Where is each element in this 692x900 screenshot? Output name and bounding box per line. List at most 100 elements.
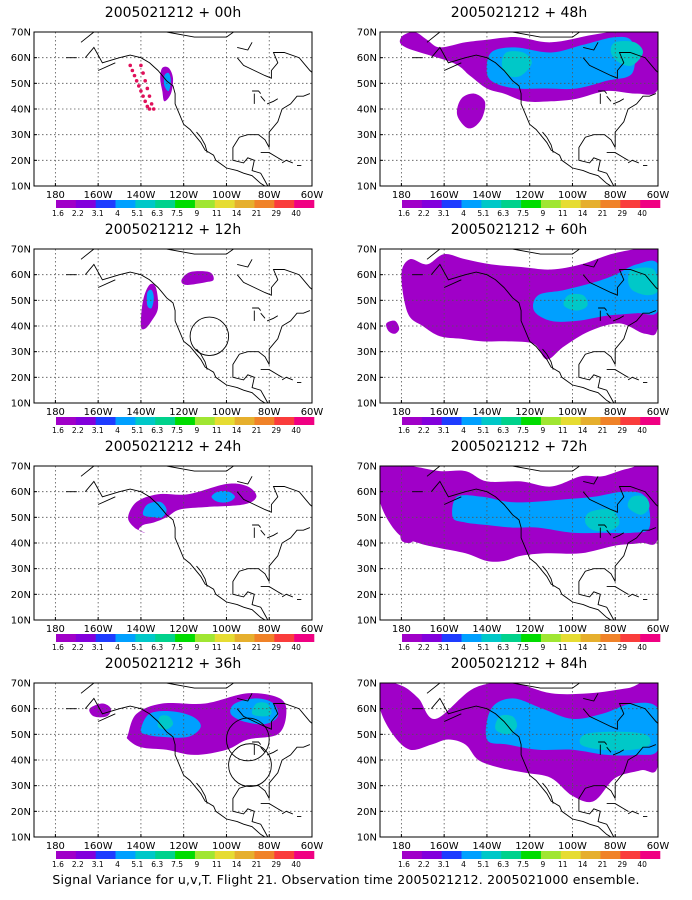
variance-region [142, 501, 167, 519]
coastline [232, 527, 311, 620]
x-tick-label: 60W [647, 190, 670, 201]
coastline [232, 310, 311, 403]
colorbar-swatch [135, 851, 156, 859]
x-tick-label: 160W [84, 190, 113, 201]
coastline [612, 98, 625, 105]
coastline [260, 529, 266, 536]
colorbar-label: 5.1 [131, 643, 143, 652]
y-tick-label: 60N [11, 487, 31, 498]
colorbar-label: 14 [578, 426, 588, 435]
y-tick-label: 40N [11, 322, 31, 333]
colorbar-swatch [254, 417, 275, 425]
colorbar-swatch [481, 634, 502, 642]
coastline [627, 159, 639, 164]
y-tick-label: 50N [11, 513, 31, 524]
colorbar-label: 4 [115, 860, 120, 869]
x-tick-label: 60W [301, 841, 324, 852]
y-tick-label: 50N [357, 296, 377, 307]
variance-map: 70N 60N 50N 40N 30N 20N 10N 180 160W 140W 120W 100W… [357, 679, 670, 870]
panel-title: 2005021212 + 60h [450, 222, 588, 238]
colorbar-swatch [214, 200, 235, 208]
colorbar-label: 4 [461, 860, 466, 869]
y-tick-label: 70N [11, 679, 31, 690]
colorbar-swatch [194, 851, 216, 859]
colorbar-label: 1.6 [398, 209, 410, 218]
observation-point [149, 102, 154, 106]
colorbar-swatch [234, 634, 255, 642]
y-tick-label: 70N [11, 28, 31, 39]
x-tick-label: 120W [515, 841, 544, 852]
coastline [196, 348, 208, 370]
colorbar-label: 2.2 [72, 860, 84, 869]
coastline [260, 803, 283, 812]
y-tick-label: 40N [357, 105, 377, 116]
colorbar-swatch [501, 417, 522, 425]
coastline [196, 131, 208, 153]
y-tick-label: 30N [11, 781, 31, 792]
x-tick-label: 120W [169, 624, 198, 635]
coastline [606, 586, 629, 595]
y-tick-label: 70N [11, 462, 31, 473]
colorbar-swatch [540, 417, 562, 425]
colorbar-swatch [234, 851, 255, 859]
colorbar-swatch [421, 851, 442, 859]
coastline [583, 259, 599, 268]
coastline [260, 95, 266, 102]
colorbar-swatch [421, 200, 442, 208]
variance-region [400, 527, 415, 544]
coastline [426, 32, 581, 43]
colorbar-swatch [461, 417, 482, 425]
x-tick-label: 180 [46, 190, 65, 201]
colorbar-label: 4 [461, 209, 466, 218]
y-tick-label: 10N [357, 182, 377, 193]
x-tick-label: 120W [169, 190, 198, 201]
coastline [578, 310, 657, 403]
colorbar-label: 9 [541, 209, 546, 218]
x-tick-label: 160W [84, 841, 113, 852]
colorbar-label: 29 [618, 209, 628, 218]
colorbar-swatch [441, 417, 462, 425]
colorbar-swatch [115, 634, 136, 642]
x-tick-label: 60W [647, 407, 670, 418]
colorbar-label: 5.1 [477, 643, 489, 652]
colorbar-swatch [461, 200, 482, 208]
x-tick-label: 60W [301, 624, 324, 635]
coastline [252, 90, 262, 94]
colorbar-label: 7.5 [171, 209, 183, 218]
x-tick-label: 180 [392, 190, 411, 201]
colorbar-swatch [461, 634, 482, 642]
x-tick-label: 80W [258, 624, 281, 635]
coastline [578, 527, 657, 620]
colorbar-label: 6.3 [497, 209, 509, 218]
y-tick-label: 10N [11, 399, 31, 410]
colorbar-swatch [481, 851, 502, 859]
coastline [237, 259, 253, 268]
colorbar-swatch [155, 200, 176, 208]
coastline [606, 746, 612, 753]
colorbar-label: 6.3 [151, 643, 163, 652]
variance-map: 70N 60N 50N 40N 30N 20N 10N 180 160W 140W 120W 100W… [357, 28, 670, 219]
colorbar-swatch [56, 634, 77, 642]
colorbar-label: 1.6 [52, 209, 64, 218]
y-tick-label: 40N [11, 105, 31, 116]
figure-caption: Signal Variance for u,v,T. Flight 21. Ob… [52, 872, 640, 887]
coastline [266, 315, 279, 322]
colorbar-label: 21 [252, 209, 262, 218]
x-tick-label: 120W [169, 407, 198, 418]
variance-map: 70N 60N 50N 40N 30N 20N 10N 180 160W 140W 120W 100W… [11, 245, 324, 436]
y-tick-label: 10N [11, 616, 31, 627]
colorbar-swatch [155, 634, 176, 642]
variance-region [211, 491, 235, 503]
forecast-panel: 2005021212 + 72h 70N 60N 50N 40N 30N 20N 10N 180… [346, 434, 692, 652]
y-tick-label: 20N [357, 807, 377, 818]
colorbar-swatch [95, 417, 116, 425]
y-tick-label: 30N [357, 347, 377, 358]
coastline [260, 586, 283, 595]
colorbar-swatch [640, 851, 661, 859]
colorbar-label: 1.6 [398, 860, 410, 869]
y-tick-label: 60N [11, 704, 31, 715]
coastline [98, 496, 116, 505]
panel-title: 2005021212 + 36h [104, 656, 242, 672]
colorbar-swatch [274, 200, 295, 208]
colorbar-swatch [214, 417, 235, 425]
